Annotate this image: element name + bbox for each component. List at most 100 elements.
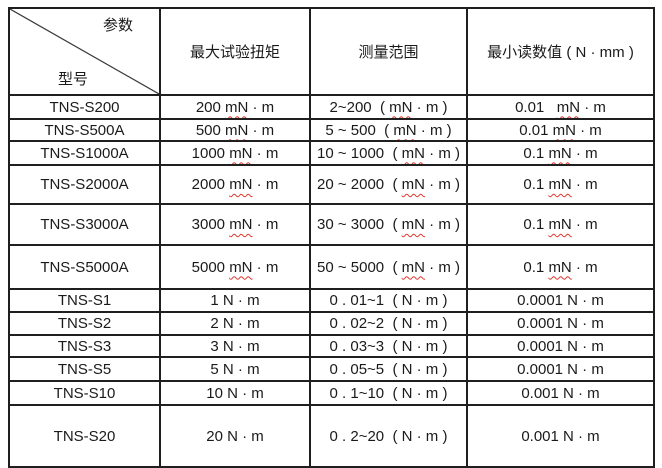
cell-text: 500 [195, 121, 226, 139]
header-row: 参数 型号 最大试验扭矩 测量范围 最小读数值 ( N · mm ) [8, 7, 655, 96]
header-measure-range: 测量范围 [309, 7, 468, 96]
spellcheck-underlined-text: mN [225, 98, 249, 116]
spellcheck-underlined-text: mN [548, 144, 572, 162]
spellcheck-underlined-text: mN [548, 216, 572, 233]
cell-text: 0.001 N · m [521, 427, 600, 445]
table-row: TNS-S1000A 1000 mN · m 10 ~ 1000 ( mN · m … [8, 140, 655, 166]
torque-cell: 5000 mN · m [159, 244, 311, 290]
cell-text: 2~200 ( [329, 98, 390, 116]
cell-text: 0 . 02~2 ( N · m ) [329, 315, 448, 332]
min-reading-cell: 0.001 N · m [466, 380, 655, 406]
cell-text: 0 . 03~3 ( N · m ) [329, 337, 448, 355]
header-max-torque: 最大试验扭矩 [159, 7, 311, 96]
spellcheck-underlined-text: mN [229, 144, 253, 162]
model-cell: TNS-S2 [8, 311, 161, 336]
cell-text: 0.0001 N · m [517, 315, 604, 332]
model-cell: TNS-S3000A [8, 203, 161, 246]
spellcheck-underlined-text: mN [229, 258, 253, 276]
cell-text: 0 . 1~10 ( N · m ) [329, 384, 448, 402]
cell-text: 10 N · m [206, 384, 264, 402]
spellcheck-underlined-text: mN [401, 216, 425, 233]
cell-text: 20 N · m [206, 427, 264, 445]
spellcheck-underlined-text: mN [225, 121, 249, 139]
spellcheck-underlined-text: mN [556, 98, 581, 116]
cell-text: · m [252, 216, 279, 233]
cell-text: 0.1 [523, 176, 549, 193]
cell-text: · m [571, 144, 598, 162]
range-cell: 10 ~ 1000 ( mN · m ) [309, 140, 468, 166]
range-cell: 0 . 03~3 ( N · m ) [309, 334, 468, 358]
cell-text: 5 N · m [210, 360, 260, 378]
spellcheck-underlined-text: mN [401, 258, 425, 276]
model-cell: TNS-S1 [8, 288, 161, 313]
spellcheck-underlined-text: mN [401, 176, 425, 193]
cell-text: · m [571, 258, 598, 276]
cell-text: 2000 [191, 176, 230, 193]
cell-text: 3000 [191, 216, 230, 233]
spellcheck-underlined-text: mN [229, 216, 253, 233]
min-reading-cell: 0.0001 N · m [466, 288, 655, 313]
cell-text: 0.0001 N · m [517, 337, 604, 355]
torque-cell: 2000 mN · m [159, 164, 311, 205]
diagonal-divider-line [10, 9, 159, 94]
table-row: TNS-S10 10 N · m 0 . 1~10 ( N · m ) 0.001 N… [8, 380, 655, 406]
cell-text: 50 ~ 5000 ( [317, 258, 402, 276]
cell-text: 2 N · m [210, 315, 260, 332]
spellcheck-underlined-text: mN [548, 258, 572, 276]
cell-text: 0 . 05~5 ( N · m ) [329, 360, 448, 378]
min-reading-cell: 0.1 mN · m [466, 164, 655, 205]
cell-text: · m ) [412, 98, 448, 116]
spellcheck-underlined-text: mN [229, 176, 253, 193]
cell-text: 20 ~ 2000 ( [317, 176, 402, 193]
min-reading-cell: 0.0001 N · m [466, 311, 655, 336]
min-reading-cell: 0.1 mN · m [466, 203, 655, 246]
cell-text: 0.01 [515, 98, 557, 116]
model-cell: TNS-S200 [8, 94, 161, 120]
min-reading-cell: 0.1 mN · m [466, 244, 655, 290]
cell-text: · m [248, 121, 275, 139]
cell-text: · m ) [424, 144, 460, 162]
torque-cell: 500 mN · m [159, 118, 311, 142]
torque-cell: 200 mN · m [159, 94, 311, 120]
cell-text: · m [252, 258, 279, 276]
cell-text: 1000 [191, 144, 230, 162]
table-row: TNS-S5000A 5000 mN · m 50 ~ 5000 ( mN · m … [8, 244, 655, 290]
table-row: TNS-S200 200 mN · m 2~200 ( mN · m ) 0.01 m… [8, 94, 655, 120]
torque-cell: 2 N · m [159, 311, 311, 336]
cell-text: 5 ~ 500 ( [325, 121, 394, 139]
cell-text: 0.01 [519, 121, 553, 139]
model-cell: TNS-S1000A [8, 140, 161, 166]
model-cell: TNS-S2000A [8, 164, 161, 205]
range-cell: 0 . 01~1 ( N · m ) [309, 288, 468, 313]
model-cell: TNS-S3 [8, 334, 161, 358]
table-row: TNS-S2000A 2000 mN · m 20 ~ 2000 ( mN · m … [8, 164, 655, 205]
cell-text: · m ) [424, 258, 460, 276]
model-cell: TNS-S5000A [8, 244, 161, 290]
range-cell: 5 ~ 500 ( mN · m ) [309, 118, 468, 142]
range-cell: 0 . 1~10 ( N · m ) [309, 380, 468, 406]
torque-cell: 10 N · m [159, 380, 311, 406]
cell-text: 0 . 01~1 ( N · m ) [329, 292, 448, 309]
cell-text: · m ) [424, 216, 460, 233]
cell-text: 10 ~ 1000 ( [317, 144, 402, 162]
table-row: TNS-S20 20 N · m 0 . 2~20 ( N · m ) 0.001 N… [8, 404, 655, 468]
min-reading-cell: 0.01 mN · m [466, 94, 655, 120]
torque-cell: 5 N · m [159, 356, 311, 382]
table-row: TNS-S1 1 N · m 0 . 01~1 ( N · m ) 0.0001 N … [8, 288, 655, 313]
corner-header-cell: 参数 型号 [8, 7, 161, 96]
cell-text: · m [252, 176, 279, 193]
cell-text: 3 N · m [210, 337, 260, 355]
cell-text: 0.0001 N · m [517, 292, 604, 309]
model-cell: TNS-S500A [8, 118, 161, 142]
cell-text: · m [248, 98, 275, 116]
cell-text: · m [571, 176, 598, 193]
cell-text: 0.1 [523, 216, 549, 233]
cell-text: · m [580, 98, 606, 116]
corner-label-model: 型号 [58, 71, 89, 88]
cell-text: 30 ~ 3000 ( [317, 216, 402, 233]
corner-label-parameter: 参数 [102, 17, 133, 34]
range-cell: 0 . 05~5 ( N · m ) [309, 356, 468, 382]
min-reading-cell: 0.01 mN · m [466, 118, 655, 142]
min-reading-cell: 0.0001 N · m [466, 356, 655, 382]
